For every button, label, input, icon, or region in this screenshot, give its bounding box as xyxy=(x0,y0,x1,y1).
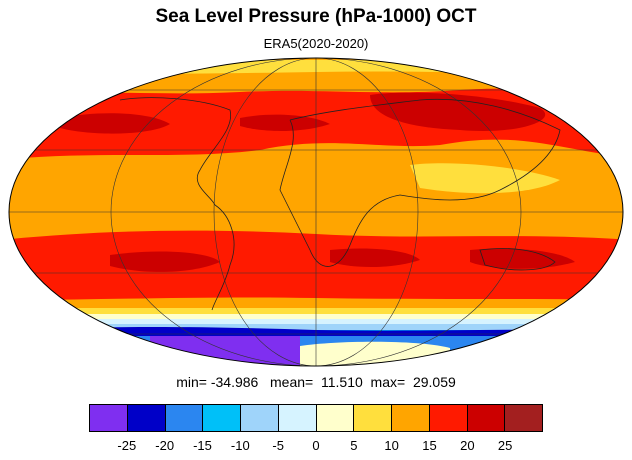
map-border xyxy=(8,57,624,367)
colorbar-swatch xyxy=(505,405,542,431)
map-title: Sea Level Pressure (hPa-1000) OCT xyxy=(155,6,477,27)
colorbar-swatch xyxy=(354,405,392,431)
colorbar-swatch xyxy=(316,405,355,431)
asian-low xyxy=(410,163,560,194)
colorbar-tick-label: 25 xyxy=(497,438,513,453)
colorbar-tick-label: 5 xyxy=(350,438,358,453)
min-label: min= xyxy=(176,374,207,390)
mean-label: mean= xyxy=(270,374,314,390)
colorbar-tick-label: -5 xyxy=(272,438,284,453)
south-atlantic-high xyxy=(330,248,420,267)
mean-value: 11.510 xyxy=(320,374,363,390)
colorbar-swatch xyxy=(278,405,317,431)
colorbar-swatch xyxy=(241,405,279,431)
colorbar-swatch xyxy=(165,405,204,431)
colorbar-tick-label: 0 xyxy=(312,438,320,453)
statistics-line: min= -34.986 mean= 11.510 max= 29.059 xyxy=(0,374,632,390)
colorbar-tick-label: -25 xyxy=(117,438,137,453)
colorbar-tick-label: 15 xyxy=(422,438,437,453)
antarctic-high-region xyxy=(300,341,450,366)
colorbar-tick-labels: -25 -20 -15 -10 -5 0 5 10 15 20 25 xyxy=(89,438,543,456)
pacific-high xyxy=(60,113,170,134)
colorbar-tick-label: 10 xyxy=(384,438,399,453)
azores-high xyxy=(240,114,330,131)
indian-ocean-high xyxy=(470,248,575,269)
siberian-high xyxy=(370,92,546,131)
south-pacific-high xyxy=(110,251,220,272)
antarctic-low-region xyxy=(150,330,300,366)
colorbar-swatch xyxy=(467,405,506,431)
max-label: max= xyxy=(370,374,406,390)
colorbar-swatch xyxy=(392,405,430,431)
colorbar-swatch xyxy=(127,405,166,431)
colorbar-swatch xyxy=(90,405,128,431)
min-value: -34.986 xyxy=(210,374,259,390)
colorbar-tick-label: 20 xyxy=(460,438,475,453)
max-value: 29.059 xyxy=(412,374,456,390)
colorbar-tick-label: -20 xyxy=(155,438,175,453)
coastlines xyxy=(119,97,561,311)
graticule xyxy=(9,58,623,366)
colorbar-swatch xyxy=(203,405,241,431)
colorbar-tick-label: -15 xyxy=(193,438,212,453)
map-subtitle: ERA5(2020-2020) xyxy=(263,36,369,51)
colorbar-tick-label: -10 xyxy=(230,438,250,453)
colorbar-swatch xyxy=(429,405,468,431)
colorbar xyxy=(89,404,543,432)
